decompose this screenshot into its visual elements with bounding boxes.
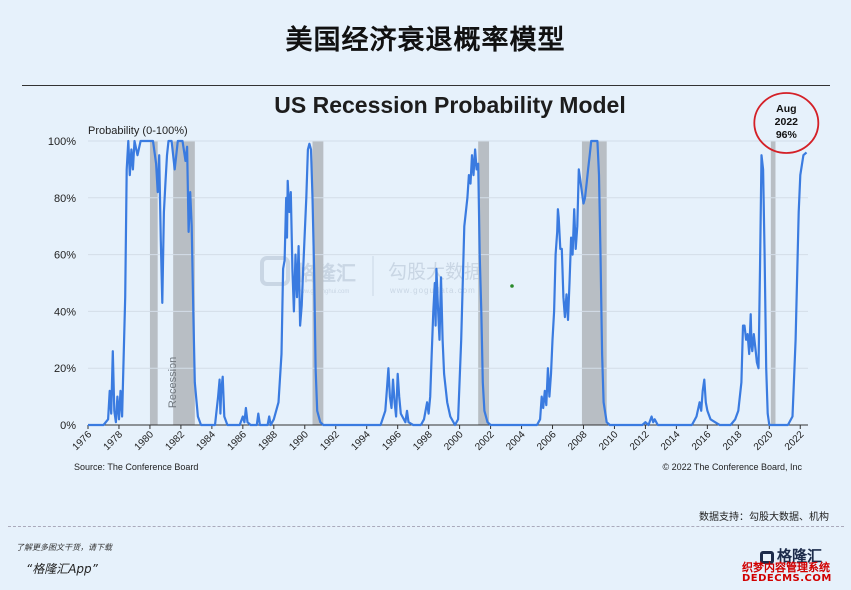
x-tick-label-1996: 1996 <box>380 429 404 453</box>
recession-band-2 <box>312 141 324 425</box>
annotation-circle <box>753 92 820 154</box>
x-tick-label-1982: 1982 <box>164 429 188 453</box>
x-tick-label-2010: 2010 <box>597 429 621 453</box>
y-axis-label: Probability (0-100%) <box>88 125 188 137</box>
recession-band-3 <box>478 141 490 425</box>
y-tick-label-80: 80% <box>54 193 76 205</box>
chart-title: US Recession Probability Model <box>274 92 625 118</box>
logo-icon <box>760 551 774 564</box>
top-divider <box>22 85 830 86</box>
x-tick-label-1988: 1988 <box>256 429 280 453</box>
brand-area: 格隆汇 织梦内容管理系统 DEDECMS.COM <box>742 545 842 587</box>
y-tick-label-20: 20% <box>54 363 76 375</box>
x-tick-label-1980: 1980 <box>133 429 157 453</box>
x-tick-label-1994: 1994 <box>349 429 373 453</box>
y-grid: 0% 20% 40% 60% 80% 100% <box>48 136 808 432</box>
x-tick-label-2020: 2020 <box>752 429 776 453</box>
annotation-line-2: 96% <box>776 129 798 141</box>
brand-site-url[interactable]: DEDECMS.COM <box>742 573 832 584</box>
axes: 1976 1978 1980 1982 1984 1986 1988 1990 1992 1994… <box>71 424 808 453</box>
x-tick-label-1992: 1992 <box>318 429 342 453</box>
x-tick-label-2014: 2014 <box>659 429 683 453</box>
x-tick-label-1998: 1998 <box>411 429 435 453</box>
y-tick-label-0: 0% <box>60 420 76 432</box>
recession-band-5 <box>770 141 776 425</box>
y-tick-label-100: 100% <box>48 136 76 148</box>
brand-logo[interactable]: 格隆汇 <box>760 545 822 566</box>
watermark-logo-icon <box>260 256 290 286</box>
recession-probability-chart: 格隆汇www.gelonghui.com勾股大数据www.gogudata.co… <box>48 92 820 472</box>
annotation-line-1: 2022 <box>775 116 799 128</box>
y-tick-label-60: 60% <box>54 250 76 262</box>
x-tick-label-2012: 2012 <box>628 429 652 453</box>
data-credit: 数据支持：勾股大数据、机构 <box>699 512 829 523</box>
x-tick-label-2000: 2000 <box>442 429 466 453</box>
x-tick-label-1986: 1986 <box>225 429 249 453</box>
x-tick-label-1990: 1990 <box>287 429 311 453</box>
app-name[interactable]: “格隆汇App” <box>26 562 98 576</box>
annotation-line-0: Aug <box>776 103 796 115</box>
recession-label: Recession <box>167 357 179 408</box>
x-tick-label-2002: 2002 <box>473 429 497 453</box>
watermark-right-en: www.gogudata.com <box>389 286 476 295</box>
x-tick-label-2018: 2018 <box>721 429 745 453</box>
recession-band-0 <box>149 141 158 425</box>
x-tick-label-2016: 2016 <box>690 429 714 453</box>
series-line-recession-probability <box>88 139 808 427</box>
x-tick-label-1984: 1984 <box>194 429 218 453</box>
page-title: 美国经济衰退概率模型 <box>285 25 566 56</box>
dashed-divider <box>8 526 844 527</box>
x-tick-label-1978: 1978 <box>102 429 126 453</box>
x-tick-label-1976: 1976 <box>71 429 95 453</box>
watermark-left-cn: 格隆汇 <box>296 261 356 285</box>
download-note: 了解更多图文干货，请下载 <box>16 543 112 552</box>
x-tick-label-2006: 2006 <box>535 429 559 453</box>
source-note: Source: The Conference Board <box>74 462 198 472</box>
x-tick-label-2022: 2022 <box>783 429 807 453</box>
brand-logo-text: 格隆汇 <box>777 547 823 565</box>
stray-dot <box>510 284 514 288</box>
brand-site-name: 织梦内容管理系统 <box>742 561 830 574</box>
y-tick-label-40: 40% <box>54 306 76 318</box>
x-tick-label-2004: 2004 <box>504 429 528 453</box>
x-tick-label-2008: 2008 <box>566 429 590 453</box>
copyright-note: © 2022 The Conference Board, Inc <box>662 462 802 472</box>
